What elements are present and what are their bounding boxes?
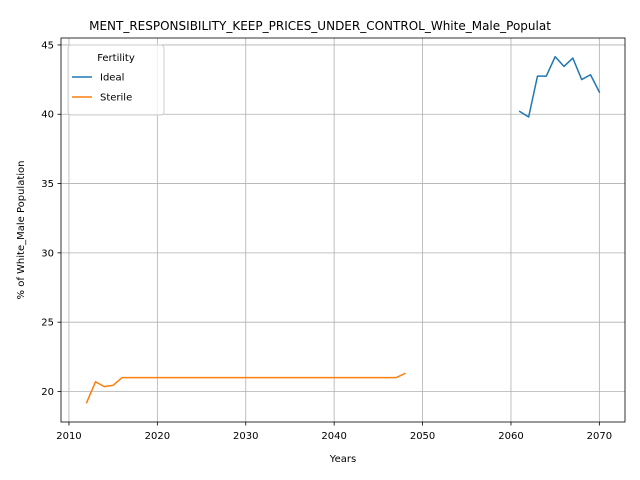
legend-label-sterile: Sterile <box>100 93 132 104</box>
y-tick-label: 35 <box>41 179 54 190</box>
chart-title: MENT_RESPONSIBILITY_KEEP_PRICES_UNDER_CO… <box>89 19 551 33</box>
x-tick-label: 2040 <box>321 431 346 442</box>
y-tick-label: 20 <box>41 387 54 398</box>
y-tick-label: 40 <box>41 110 54 121</box>
legend-items: Ideal Sterile <box>72 73 132 104</box>
legend-label-ideal: Ideal <box>100 73 124 84</box>
y-axis-label: % of White_Male Population <box>16 161 27 300</box>
x-tick-label: 2070 <box>587 431 612 442</box>
x-tick-label: 2020 <box>145 431 170 442</box>
x-tick-label: 2010 <box>56 431 81 442</box>
y-tick-label: 45 <box>41 40 54 51</box>
legend-title: Fertility <box>97 53 135 64</box>
series-layer <box>85 55 601 404</box>
y-tick-label: 30 <box>41 248 54 259</box>
series-line-ideal <box>518 55 601 118</box>
axis-ticks: 2010 2020 2030 2040 2050 2060 2070 20 25 30 35 40 45 <box>41 40 612 442</box>
x-tick-label: 2060 <box>498 431 523 442</box>
plot-frame <box>60 37 626 423</box>
legend: Fertility Ideal Sterile <box>67 44 165 116</box>
x-axis-label: Years <box>329 454 356 465</box>
x-tick-label: 2030 <box>233 431 258 442</box>
grid-lines <box>61 38 625 422</box>
x-tick-label: 2050 <box>410 431 435 442</box>
y-tick-label: 25 <box>41 318 54 329</box>
series-line-sterile <box>85 372 406 404</box>
